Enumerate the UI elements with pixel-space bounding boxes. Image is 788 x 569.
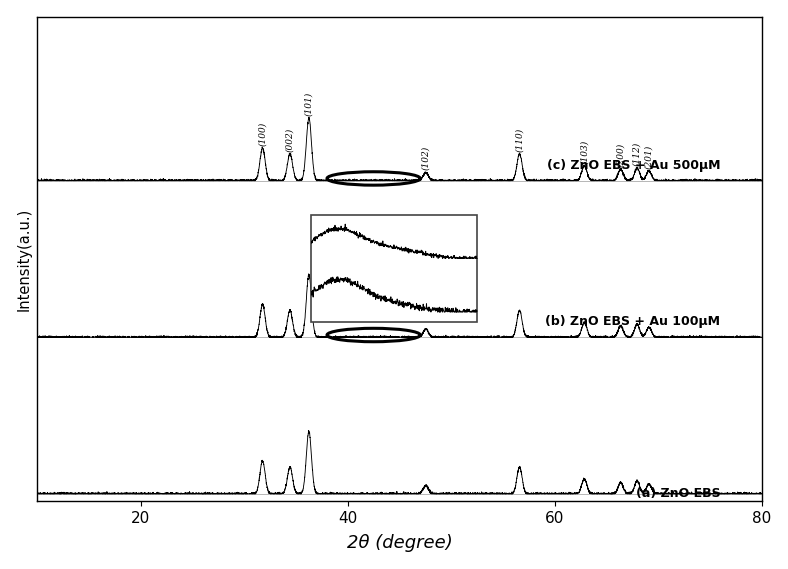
- Text: (b) ZnO EBS + Au 100μM: (b) ZnO EBS + Au 100μM: [545, 315, 720, 328]
- Text: (100): (100): [258, 121, 267, 146]
- X-axis label: 2θ (degree): 2θ (degree): [347, 534, 452, 552]
- Bar: [311, 215, 477, 323]
- Text: (102): (102): [422, 146, 430, 170]
- Text: (201): (201): [645, 145, 653, 169]
- Text: (112): (112): [633, 142, 641, 166]
- Text: (110): (110): [515, 127, 524, 151]
- Y-axis label: Intensity(a.u.): Intensity(a.u.): [17, 207, 32, 311]
- Text: (103): (103): [580, 139, 589, 163]
- Text: (200): (200): [616, 143, 625, 167]
- Text: (c) ZnO EBS + Au 500μM: (c) ZnO EBS + Au 500μM: [547, 159, 720, 172]
- Text: (101): (101): [304, 92, 314, 116]
- Text: (002): (002): [285, 127, 295, 151]
- Text: (a) ZnO EBS: (a) ZnO EBS: [636, 487, 720, 500]
